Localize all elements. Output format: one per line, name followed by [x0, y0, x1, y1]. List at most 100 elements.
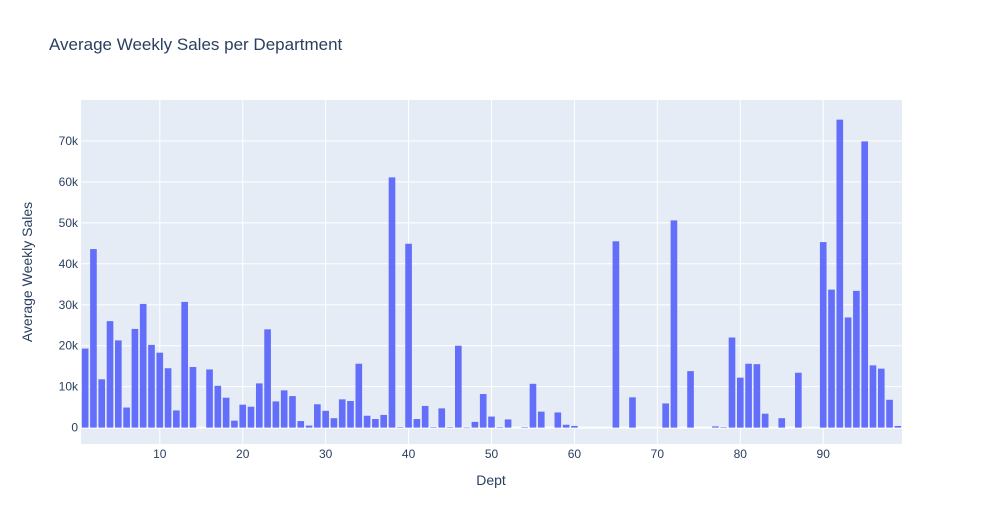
bar-dept-55[interactable]	[529, 383, 537, 428]
bar-dept-43[interactable]	[430, 427, 437, 428]
bar-dept-44[interactable]	[438, 408, 446, 428]
bar-dept-40[interactable]	[405, 243, 412, 428]
bar-dept-9[interactable]	[148, 344, 155, 428]
bar-dept-51[interactable]	[496, 427, 504, 428]
bar-dept-32[interactable]	[338, 399, 346, 428]
x-tick-label: 10	[153, 447, 167, 461]
bar-dept-94[interactable]	[853, 290, 860, 428]
bar-dept-16[interactable]	[206, 369, 213, 428]
bar-dept-52[interactable]	[504, 419, 512, 428]
y-axis-ticks: 0 10k 20k 30k 40k 50k 60k 70k	[59, 134, 79, 435]
bar-dept-6[interactable]	[123, 407, 130, 428]
x-tick-label: 30	[319, 447, 333, 461]
bar-dept-7[interactable]	[131, 328, 139, 428]
bar-dept-58[interactable]	[554, 412, 562, 428]
bar-dept-99[interactable]	[894, 425, 902, 428]
bar-dept-13[interactable]	[181, 301, 188, 428]
x-axis-title: Dept	[476, 472, 506, 488]
bar-series	[81, 119, 902, 429]
bar-dept-72[interactable]	[670, 220, 678, 428]
bar-dept-29[interactable]	[314, 404, 321, 428]
bar-dept-78[interactable]	[720, 427, 728, 428]
x-axis-ticks: 10 20 30 40 50 60 70 80 90	[153, 447, 830, 461]
bar-dept-23[interactable]	[264, 329, 271, 428]
bar-dept-71[interactable]	[662, 403, 669, 428]
bar-dept-22[interactable]	[255, 383, 263, 428]
bar-dept-28[interactable]	[305, 425, 313, 428]
bar-dept-77[interactable]	[712, 426, 719, 428]
bar-dept-25[interactable]	[280, 390, 288, 428]
bar-dept-8[interactable]	[139, 303, 147, 428]
bar-dept-37[interactable]	[380, 414, 388, 428]
y-tick-label: 70k	[59, 134, 79, 148]
bar-dept-87[interactable]	[795, 372, 802, 428]
bar-dept-1[interactable]	[81, 348, 89, 428]
bar-dept-3[interactable]	[98, 379, 106, 428]
bar-dept-38[interactable]	[388, 177, 396, 428]
bar-dept-47[interactable]	[463, 427, 470, 429]
bar-dept-85[interactable]	[778, 418, 786, 428]
bar-dept-96[interactable]	[869, 365, 877, 428]
bar-dept-74[interactable]	[687, 371, 694, 428]
bar-dept-48[interactable]	[471, 421, 479, 428]
bar-dept-60[interactable]	[571, 425, 578, 428]
bar-dept-34[interactable]	[355, 363, 363, 428]
bar-dept-41[interactable]	[413, 419, 421, 428]
bar-dept-54[interactable]	[521, 427, 528, 428]
bar-dept-10[interactable]	[156, 352, 164, 428]
bar-dept-83[interactable]	[761, 413, 769, 428]
y-tick-label: 20k	[59, 339, 79, 353]
bar-dept-18[interactable]	[222, 397, 230, 428]
bar-dept-2[interactable]	[90, 249, 97, 428]
bar-dept-56[interactable]	[537, 411, 545, 428]
bar-dept-65[interactable]	[612, 241, 620, 428]
bar-dept-14[interactable]	[189, 367, 197, 428]
bar-dept-24[interactable]	[272, 401, 280, 428]
x-tick-label: 60	[568, 447, 582, 461]
chart-title: Average Weekly Sales per Department	[49, 35, 343, 54]
bar-dept-50[interactable]	[488, 416, 495, 428]
bar-dept-31[interactable]	[330, 418, 338, 428]
bar-dept-30[interactable]	[322, 410, 329, 428]
bar-dept-59[interactable]	[562, 424, 570, 428]
bar-dept-80[interactable]	[736, 377, 744, 428]
bar-dept-21[interactable]	[247, 406, 255, 428]
bar-dept-42[interactable]	[421, 405, 429, 428]
bar-dept-36[interactable]	[372, 419, 379, 428]
bar-dept-97[interactable]	[877, 368, 885, 428]
bar-dept-45[interactable]	[446, 427, 454, 428]
bar-dept-26[interactable]	[289, 396, 296, 428]
bar-dept-39[interactable]	[396, 427, 404, 428]
bar-dept-20[interactable]	[239, 404, 247, 428]
bar-dept-93[interactable]	[844, 317, 852, 428]
bar-dept-27[interactable]	[297, 421, 305, 428]
bar-dept-82[interactable]	[753, 364, 761, 428]
bar-dept-79[interactable]	[728, 337, 736, 428]
bar-dept-98[interactable]	[886, 399, 893, 428]
bar-dept-12[interactable]	[173, 410, 180, 428]
bar-dept-11[interactable]	[164, 368, 172, 428]
bar-dept-81[interactable]	[745, 363, 752, 428]
y-tick-label: 30k	[59, 298, 79, 312]
bar-dept-49[interactable]	[479, 394, 487, 428]
x-tick-label: 40	[402, 447, 416, 461]
bar-dept-91[interactable]	[828, 289, 835, 428]
y-tick-label: 0	[71, 421, 78, 435]
bar-dept-67[interactable]	[629, 397, 636, 428]
bar-dept-90[interactable]	[819, 242, 827, 428]
y-tick-label: 50k	[59, 216, 79, 230]
bar-dept-5[interactable]	[115, 340, 122, 428]
x-tick-label: 80	[734, 447, 748, 461]
y-tick-label: 40k	[59, 257, 79, 271]
bar-dept-92[interactable]	[836, 119, 844, 428]
y-axis-title: Average Weekly Sales	[19, 202, 35, 342]
bar-dept-46[interactable]	[455, 345, 462, 428]
bar-dept-35[interactable]	[363, 415, 371, 428]
bar-dept-4[interactable]	[106, 321, 114, 428]
bar-dept-33[interactable]	[347, 401, 354, 428]
bar-dept-19[interactable]	[231, 420, 238, 428]
bar-dept-95[interactable]	[861, 141, 868, 428]
bar-dept-17[interactable]	[214, 385, 222, 428]
x-tick-label: 20	[236, 447, 250, 461]
